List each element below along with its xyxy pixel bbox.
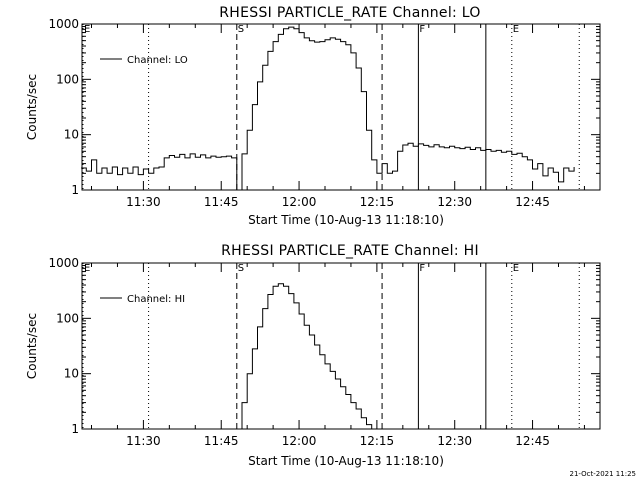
lo-y-tick-label: 100 — [56, 72, 79, 86]
lo-legend-label: Channel: LO — [127, 55, 188, 66]
hi-series-line — [236, 283, 373, 430]
hi-marker-label: S — [238, 263, 244, 274]
lo-channel-panel: RHESSI PARTICLE_RATE Channel: LO Counts/… — [25, 5, 601, 227]
lo-marker-label: F — [419, 24, 425, 35]
lo-x-tick-label: 11:30 — [126, 195, 161, 209]
hi-marker-label: E — [513, 263, 519, 274]
hi-y-tick-label: 1000 — [48, 256, 79, 270]
lo-x-tick-label: 12:45 — [515, 195, 550, 209]
hi-x-tick-label: 12:30 — [437, 434, 472, 448]
hi-axis-ticks: 1 10 100 1000 11:30 11:45 12:00 12:15 12:30 12:45 — [48, 256, 600, 448]
lo-x-tick-label: 11:45 — [204, 195, 239, 209]
lo-y-axis-label: Counts/sec — [25, 74, 39, 140]
lo-marker-label: E — [84, 24, 90, 35]
hi-y-axis-label: Counts/sec — [25, 313, 39, 379]
hi-x-axis-label: Start Time (10-Aug-13 11:18:10) — [248, 454, 444, 468]
hi-x-tick-label: 12:15 — [360, 434, 395, 448]
lo-axis-ticks: 1 10 100 1000 11:30 11:45 12:00 12:15 12:30 12:45 — [48, 17, 600, 209]
hi-chart-title: RHESSI PARTICLE_RATE Channel: HI — [221, 243, 479, 259]
lo-series-line — [81, 26, 575, 191]
hi-series-group — [236, 283, 373, 430]
lo-x-tick-label: 12:15 — [360, 195, 395, 209]
lo-x-tick-label: 12:00 — [282, 195, 317, 209]
lo-series-group — [81, 26, 575, 191]
hi-x-tick-label: 12:00 — [282, 434, 317, 448]
hi-y-tick-label: 1 — [71, 422, 79, 436]
hi-marker-label: E — [84, 263, 90, 274]
lo-y-tick-label: 1000 — [48, 17, 79, 31]
hi-plot-frame — [81, 262, 601, 430]
hi-legend-label: Channel: HI — [127, 294, 185, 305]
lo-chart-title: RHESSI PARTICLE_RATE Channel: LO — [219, 5, 480, 21]
hi-channel-panel: RHESSI PARTICLE_RATE Channel: HI Counts/… — [25, 243, 601, 468]
lo-marker-label: S — [238, 24, 244, 35]
lo-y-tick-label: 10 — [64, 128, 79, 142]
generation-timestamp: 21-Oct-2021 11:25 — [570, 470, 636, 478]
lo-x-axis-label: Start Time (10-Aug-13 11:18:10) — [248, 213, 444, 227]
lo-marker-label: E — [513, 24, 519, 35]
hi-y-tick-label: 100 — [56, 311, 79, 325]
hi-x-tick-label: 11:30 — [126, 434, 161, 448]
lo-plot-frame — [81, 23, 601, 191]
lo-x-tick-label: 12:30 — [437, 195, 472, 209]
lo-y-tick-label: 1 — [71, 183, 79, 197]
hi-y-tick-label: 10 — [64, 367, 79, 381]
hi-x-tick-label: 11:45 — [204, 434, 239, 448]
hi-marker-label: F — [419, 263, 425, 274]
hi-x-tick-label: 12:45 — [515, 434, 550, 448]
